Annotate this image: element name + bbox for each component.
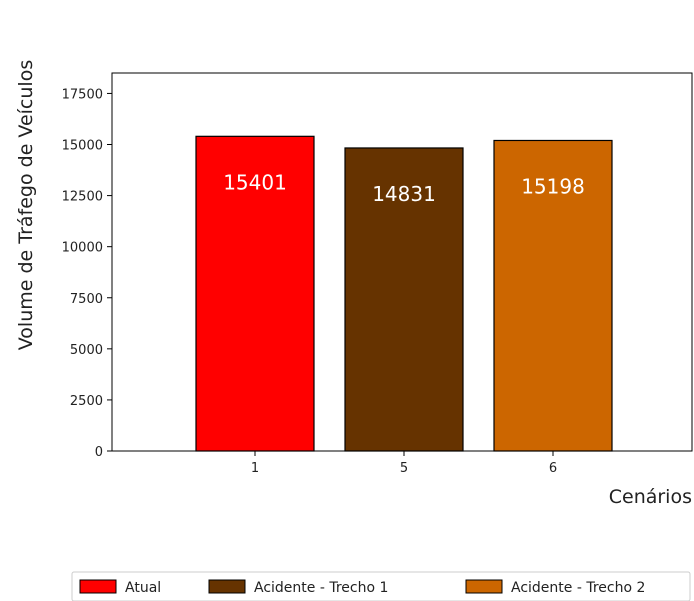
legend-label: Acidente - Trecho 2 [511, 580, 645, 596]
bar [493, 139, 613, 452]
x-tick-label: 5 [400, 461, 408, 476]
y-tick-label: 17500 [62, 87, 103, 102]
bar [344, 147, 464, 452]
legend-label: Atual [125, 580, 161, 596]
y-tick-label: 7500 [70, 292, 103, 307]
y-tick-label: 10000 [62, 241, 103, 256]
legend-label: Acidente - Trecho 1 [254, 580, 388, 596]
y-tick-label: 12500 [62, 190, 103, 205]
legend-swatch [79, 579, 117, 594]
x-axis-label: Cenários [609, 486, 692, 508]
legend: Atual Acidente - Trecho 1 Acidente - Trech… [71, 571, 691, 601]
y-tick-label: 5000 [70, 343, 103, 358]
x-tick-label: 1 [251, 461, 259, 476]
x-tick-label: 6 [549, 461, 557, 476]
y-axis: 0 2500 5000 7500 10000 12500 15000 17500 [62, 87, 112, 460]
y-tick-label: 15000 [62, 139, 103, 154]
legend-swatch [208, 579, 246, 594]
y-axis-label: Volume de Tráfego de Veículos [15, 60, 37, 350]
y-tick-label: 0 [95, 445, 103, 460]
bar-value-label: 14831 [372, 182, 436, 206]
bar-value-label: 15401 [223, 170, 287, 194]
x-axis: 1 5 6 [251, 451, 557, 476]
legend-swatch [465, 579, 503, 594]
bars: 15401 14831 15198 [195, 135, 613, 452]
bar [195, 135, 315, 452]
legend-frame [71, 571, 691, 601]
y-tick-label: 2500 [70, 394, 103, 409]
bar-value-label: 15198 [521, 174, 585, 198]
